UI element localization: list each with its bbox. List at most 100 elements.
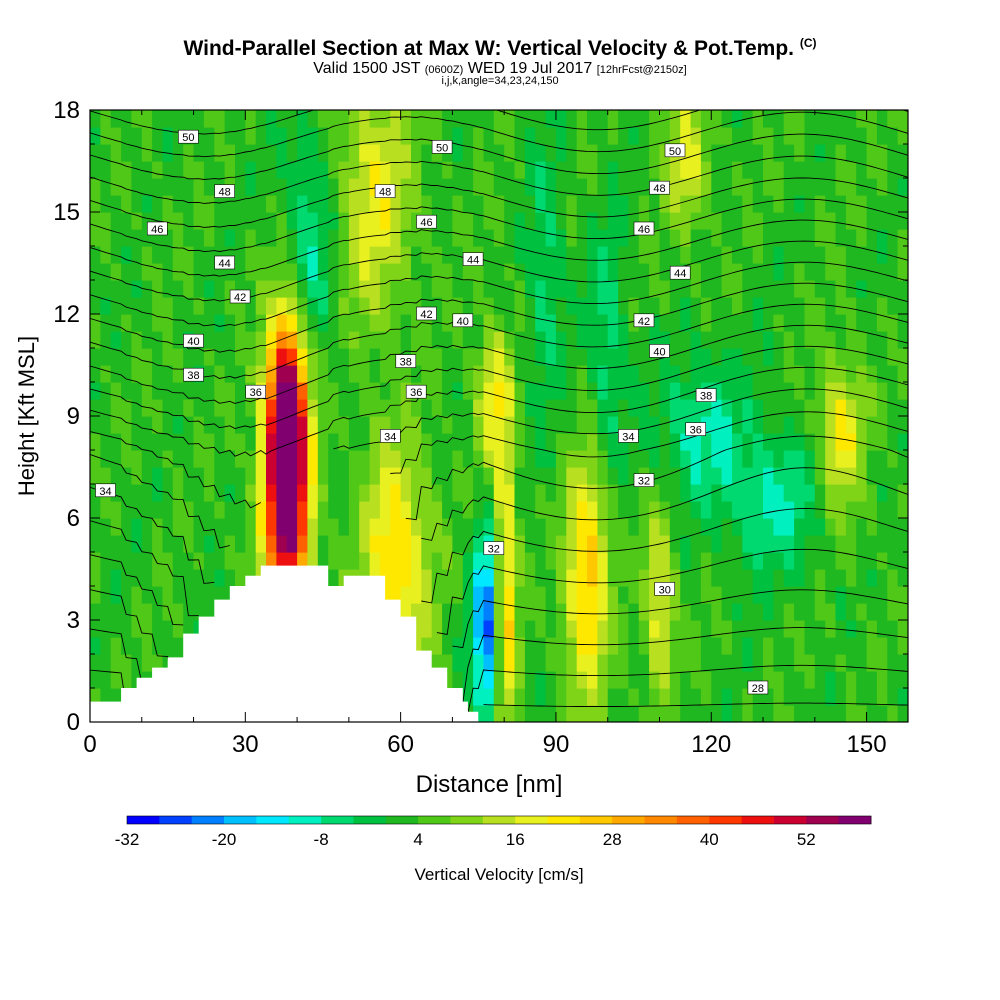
- velocity-cell: [711, 365, 723, 383]
- velocity-cell: [203, 569, 215, 587]
- velocity-cell: [700, 212, 712, 230]
- velocity-cell: [566, 705, 578, 722]
- velocity-cell: [328, 229, 340, 247]
- velocity-cell: [732, 671, 743, 689]
- velocity-cell: [411, 195, 422, 213]
- velocity-cell: [835, 416, 847, 434]
- velocity-cell: [266, 484, 277, 502]
- velocity-cell: [276, 297, 288, 315]
- theta-label-text: 48: [218, 187, 230, 199]
- velocity-cell: [504, 178, 516, 196]
- velocity-cell: [473, 365, 485, 383]
- theta-label: 40: [183, 333, 204, 348]
- velocity-cell: [235, 399, 246, 417]
- velocity-cell: [141, 535, 153, 553]
- velocity-cell: [452, 552, 464, 570]
- velocity-cell: [866, 637, 878, 655]
- velocity-cell: [856, 535, 868, 553]
- velocity-cell: [763, 110, 774, 128]
- velocity-cell: [669, 212, 681, 230]
- velocity-cell: [597, 314, 609, 332]
- velocity-cell: [245, 331, 257, 349]
- velocity-cell: [442, 127, 454, 145]
- velocity-cell: [400, 586, 412, 604]
- velocity-cell: [162, 297, 174, 315]
- velocity-cell: [317, 484, 329, 502]
- velocity-cell: [421, 416, 433, 434]
- velocity-cell: [348, 399, 360, 417]
- velocity-cell: [400, 603, 412, 621]
- velocity-cell: [276, 399, 288, 417]
- velocity-cell: [121, 314, 133, 332]
- velocity-cell: [783, 535, 795, 553]
- velocity-cell: [493, 195, 505, 213]
- velocity-cell: [379, 212, 391, 230]
- velocity-cell: [783, 569, 795, 587]
- velocity-cell: [400, 161, 412, 179]
- velocity-cell: [266, 144, 277, 162]
- velocity-cell: [214, 331, 226, 349]
- velocity-cell: [794, 484, 806, 502]
- velocity-cell: [141, 263, 153, 281]
- velocity-cell: [587, 348, 598, 366]
- velocity-cell: [700, 552, 712, 570]
- velocity-cell: [566, 314, 578, 332]
- velocity-cell: [266, 552, 277, 570]
- velocity-cell: [845, 603, 857, 621]
- velocity-cell: [804, 637, 816, 655]
- velocity-cell: [814, 552, 826, 570]
- velocity-cell: [172, 229, 184, 247]
- velocity-cell: [607, 586, 619, 604]
- velocity-cell: [876, 603, 888, 621]
- velocity-cell: [473, 161, 485, 179]
- velocity-cell: [524, 348, 536, 366]
- velocity-cell: [783, 110, 795, 128]
- velocity-cell: [90, 603, 101, 621]
- velocity-cell: [297, 552, 309, 570]
- valid-time-prefix: Valid 1500 JST: [313, 60, 421, 77]
- velocity-cell: [721, 416, 733, 434]
- velocity-cell: [587, 127, 598, 145]
- velocity-cell: [545, 195, 557, 213]
- velocity-cell: [514, 620, 526, 638]
- velocity-cell: [152, 110, 164, 128]
- velocity-cell: [535, 688, 547, 706]
- velocity-cell: [576, 246, 588, 264]
- velocity-cell: [545, 603, 557, 621]
- velocity-cell: [597, 365, 609, 383]
- velocity-cell: [276, 450, 288, 468]
- velocity-cell: [659, 161, 671, 179]
- velocity-cell: [359, 212, 371, 230]
- velocity-cell: [359, 416, 371, 434]
- velocity-cell: [535, 331, 547, 349]
- velocity-cell: [597, 382, 609, 400]
- velocity-cell: [224, 365, 236, 383]
- velocity-cell: [379, 586, 391, 604]
- theta-label: 42: [229, 289, 251, 304]
- velocity-cell: [131, 518, 143, 536]
- velocity-cell: [121, 416, 133, 434]
- velocity-cell: [348, 263, 360, 281]
- velocity-cell: [203, 178, 215, 196]
- velocity-cell: [618, 161, 630, 179]
- velocity-cell: [794, 433, 806, 451]
- velocity-cell: [152, 246, 164, 264]
- velocity-cell: [576, 535, 588, 553]
- velocity-cell: [245, 450, 257, 468]
- velocity-cell: [711, 603, 723, 621]
- velocity-cell: [431, 569, 443, 587]
- velocity-cell: [100, 535, 112, 553]
- velocity-cell: [162, 603, 174, 621]
- velocity-cell: [535, 484, 547, 502]
- velocity-cell: [804, 569, 816, 587]
- velocity-cell: [359, 314, 371, 332]
- velocity-cell: [473, 314, 485, 332]
- velocity-cell: [649, 688, 661, 706]
- velocity-cell: [131, 399, 143, 417]
- theta-label: 32: [633, 473, 655, 488]
- section-params: i,j,k,angle=34,23,24,150: [441, 75, 559, 87]
- velocity-cell: [721, 144, 733, 162]
- velocity-cell: [504, 280, 516, 298]
- velocity-cell: [607, 297, 619, 315]
- velocity-cell: [649, 365, 661, 383]
